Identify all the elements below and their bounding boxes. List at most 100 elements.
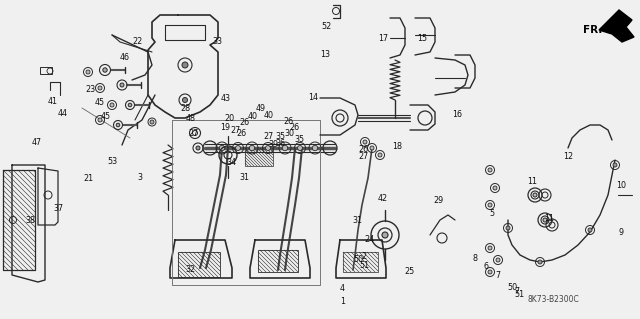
Text: 45: 45 [100,112,111,121]
Circle shape [98,86,102,90]
Text: 46: 46 [120,53,130,62]
Text: 29: 29 [433,197,444,205]
Circle shape [86,70,90,74]
Text: 9: 9 [618,228,623,237]
Circle shape [110,103,114,107]
Text: 35: 35 [275,132,285,141]
Circle shape [543,218,547,222]
Circle shape [116,123,120,127]
Circle shape [588,228,592,232]
Text: 4: 4 [340,284,345,293]
Text: 13: 13 [320,50,330,59]
Text: 34: 34 [227,158,237,167]
Text: 11: 11 [527,177,538,186]
Circle shape [103,68,108,72]
Circle shape [150,120,154,124]
Bar [40,67,52,74]
Text: 21: 21 [83,174,93,183]
Text: 51: 51 [360,261,370,270]
Text: 36: 36 [275,139,285,148]
Text: 20: 20 [224,114,234,122]
Text: 33: 33 [212,37,223,46]
Polygon shape [599,10,634,42]
Circle shape [488,203,492,207]
Text: 53: 53 [107,157,117,166]
Text: FR.: FR. [583,25,603,35]
Circle shape [488,246,492,250]
Text: 8: 8 [472,254,477,263]
Text: 31: 31 [352,216,362,225]
Bar [343,252,378,272]
Circle shape [282,145,288,151]
Text: 3: 3 [137,173,142,182]
Text: 28: 28 [180,104,191,113]
Text: 25: 25 [404,267,415,276]
Circle shape [236,145,241,151]
Text: 23: 23 [86,85,96,94]
Circle shape [493,186,497,190]
Circle shape [312,145,317,151]
Text: 50: 50 [507,283,517,292]
Circle shape [613,163,617,167]
Text: 27: 27 [230,126,241,135]
Circle shape [533,193,537,197]
Text: 26: 26 [239,118,250,127]
Text: 38: 38 [26,216,36,225]
Text: 27: 27 [188,130,198,138]
Text: 43: 43 [220,94,230,103]
Text: 50: 50 [353,255,364,263]
Circle shape [382,232,388,238]
Text: 7: 7 [495,271,500,280]
Text: 51: 51 [515,290,525,299]
Text: 8K73-B2300C: 8K73-B2300C [528,295,580,305]
Text: 5: 5 [489,209,494,218]
Circle shape [370,146,374,150]
Text: 41: 41 [47,97,58,106]
Text: 15: 15 [417,34,428,43]
Text: 6: 6 [484,262,489,271]
Circle shape [220,145,225,151]
Text: 42: 42 [378,194,388,203]
Bar [178,252,220,277]
Text: 14: 14 [308,93,319,102]
Circle shape [182,98,188,102]
Text: 26: 26 [283,117,293,126]
Circle shape [250,145,255,151]
Text: 19: 19 [220,123,230,132]
Bar [258,250,298,272]
Text: 2: 2 [361,252,366,261]
Circle shape [182,62,188,68]
Circle shape [538,260,542,264]
Text: 27: 27 [264,132,274,141]
Circle shape [488,168,492,172]
Text: 35: 35 [294,135,305,144]
Text: 18: 18 [392,142,402,151]
Text: 39: 39 [269,140,279,149]
Text: 37: 37 [54,204,64,213]
Text: 31: 31 [239,173,250,182]
Text: 40: 40 [264,111,274,120]
Text: 17: 17 [378,34,388,43]
Text: 49: 49 [256,104,266,113]
Text: 30: 30 [284,129,294,138]
Circle shape [496,258,500,262]
Circle shape [128,103,132,107]
Circle shape [266,145,271,151]
Text: 22: 22 [132,37,143,46]
Bar [3,170,35,270]
Circle shape [298,145,303,151]
Text: 11: 11 [544,214,554,223]
Text: 44: 44 [58,109,68,118]
Circle shape [506,226,510,230]
Circle shape [378,153,382,157]
Text: 16: 16 [452,110,463,119]
Text: 52: 52 [321,22,332,31]
Text: 10: 10 [616,181,626,189]
Text: 27: 27 [358,152,369,161]
Bar [245,148,273,166]
Text: 7: 7 [515,287,520,296]
Text: 47: 47 [32,138,42,147]
Text: 12: 12 [563,152,573,161]
Text: 48: 48 [186,114,196,123]
Text: 32: 32 [186,265,196,274]
